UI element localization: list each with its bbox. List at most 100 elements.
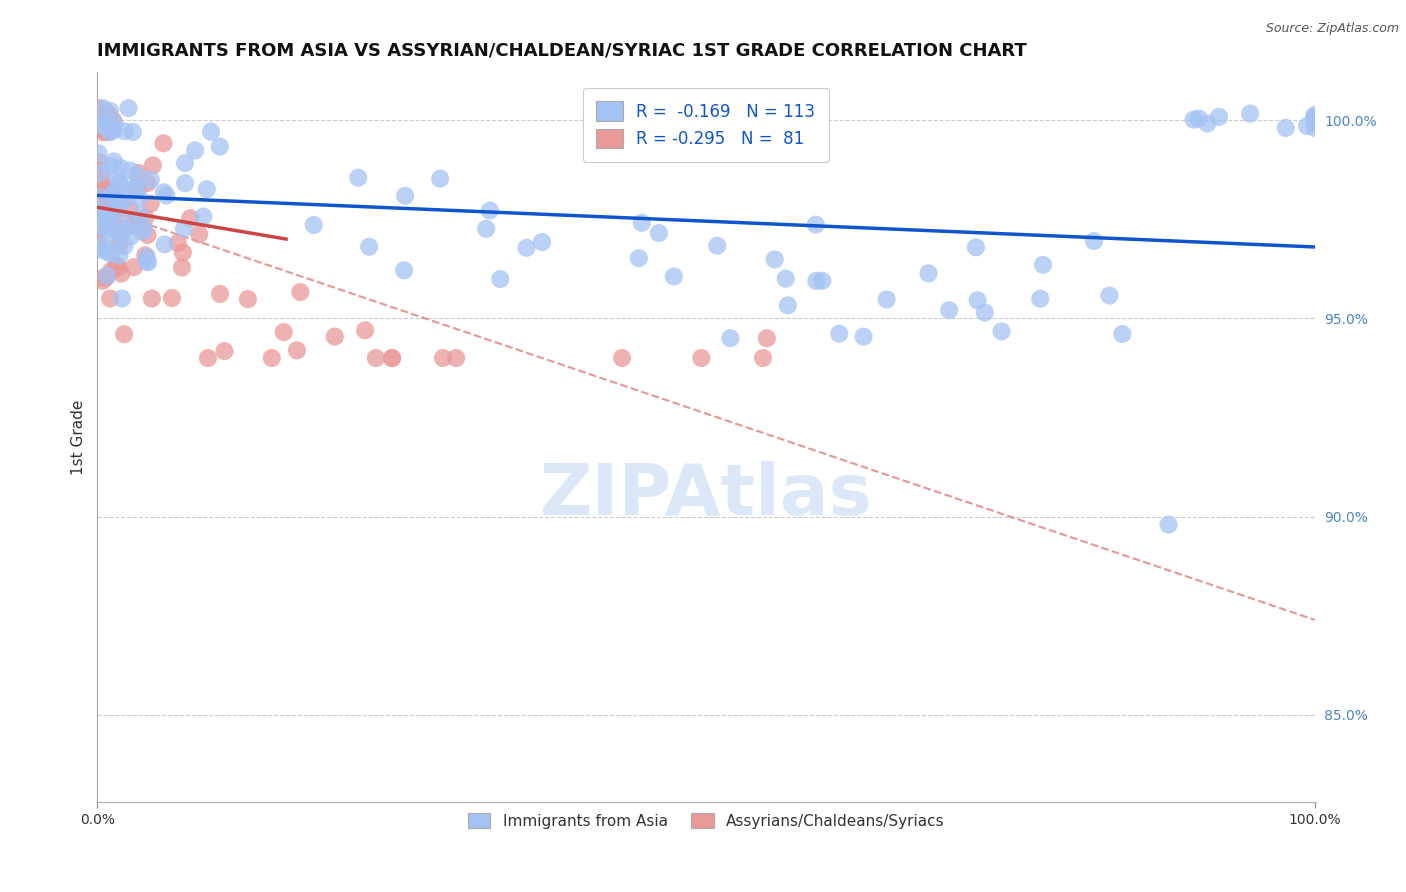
Point — [153, 237, 176, 252]
Point — [94, 115, 117, 129]
Point — [122, 125, 145, 139]
Point — [90, 166, 112, 180]
Point — [89, 190, 111, 204]
Point — [103, 185, 125, 199]
Point — [139, 172, 162, 186]
Point — [87, 116, 110, 130]
Point — [610, 351, 633, 365]
Point — [108, 237, 131, 252]
Point — [103, 189, 125, 203]
Point — [135, 254, 157, 268]
Point — [96, 270, 118, 285]
Point — [105, 260, 128, 274]
Point — [381, 351, 404, 365]
Point — [98, 109, 121, 123]
Point — [90, 176, 112, 190]
Point — [90, 118, 112, 132]
Point — [531, 235, 554, 249]
Point — [776, 298, 799, 312]
Point — [108, 228, 131, 243]
Point — [236, 292, 259, 306]
Point — [208, 286, 231, 301]
Point — [179, 211, 201, 226]
Point — [394, 188, 416, 202]
Point — [627, 251, 650, 265]
Point — [100, 247, 122, 261]
Point — [1208, 110, 1230, 124]
Point — [429, 171, 451, 186]
Point — [136, 255, 159, 269]
Point — [111, 292, 134, 306]
Point — [1296, 119, 1319, 133]
Legend: Immigrants from Asia, Assyrians/Chaldeans/Syriacs: Immigrants from Asia, Assyrians/Chaldean… — [461, 806, 950, 835]
Point — [1111, 326, 1133, 341]
Point — [108, 248, 131, 262]
Point — [120, 163, 142, 178]
Point — [110, 227, 132, 241]
Point — [87, 155, 110, 169]
Point — [135, 250, 157, 264]
Point — [91, 270, 114, 285]
Point — [89, 243, 111, 257]
Point — [110, 161, 132, 175]
Point — [101, 113, 124, 128]
Point — [104, 216, 127, 230]
Point — [1303, 115, 1326, 129]
Point — [105, 231, 128, 245]
Point — [1303, 114, 1326, 128]
Point — [93, 120, 115, 135]
Point — [134, 248, 156, 262]
Point — [804, 218, 827, 232]
Point — [141, 292, 163, 306]
Point — [648, 226, 671, 240]
Point — [117, 214, 139, 228]
Point — [1303, 115, 1326, 129]
Point — [96, 222, 118, 236]
Point — [93, 211, 115, 225]
Point — [117, 101, 139, 115]
Point — [1188, 112, 1211, 126]
Point — [125, 181, 148, 195]
Point — [87, 110, 110, 124]
Point — [1239, 106, 1261, 120]
Point — [381, 351, 404, 365]
Point — [91, 202, 114, 217]
Point — [87, 121, 110, 136]
Point — [94, 215, 117, 229]
Point — [108, 199, 131, 213]
Point — [103, 123, 125, 137]
Point — [200, 125, 222, 139]
Point — [1303, 111, 1326, 125]
Point — [166, 236, 188, 251]
Point — [100, 264, 122, 278]
Point — [775, 271, 797, 285]
Point — [174, 156, 197, 170]
Point — [139, 196, 162, 211]
Point — [1303, 108, 1326, 122]
Point — [91, 274, 114, 288]
Point — [90, 112, 112, 126]
Point — [152, 136, 174, 151]
Point — [94, 244, 117, 259]
Point — [112, 239, 135, 253]
Point — [354, 323, 377, 337]
Point — [127, 181, 149, 195]
Point — [100, 125, 122, 139]
Point — [87, 112, 110, 127]
Point — [828, 326, 851, 341]
Point — [105, 259, 128, 273]
Point — [478, 203, 501, 218]
Point — [172, 245, 194, 260]
Point — [1032, 258, 1054, 272]
Point — [128, 191, 150, 205]
Point — [917, 266, 939, 280]
Point — [104, 186, 127, 201]
Point — [136, 176, 159, 190]
Point — [197, 351, 219, 365]
Point — [852, 329, 875, 343]
Point — [105, 170, 128, 185]
Point — [184, 144, 207, 158]
Point — [752, 351, 775, 365]
Point — [110, 267, 132, 281]
Point — [359, 240, 381, 254]
